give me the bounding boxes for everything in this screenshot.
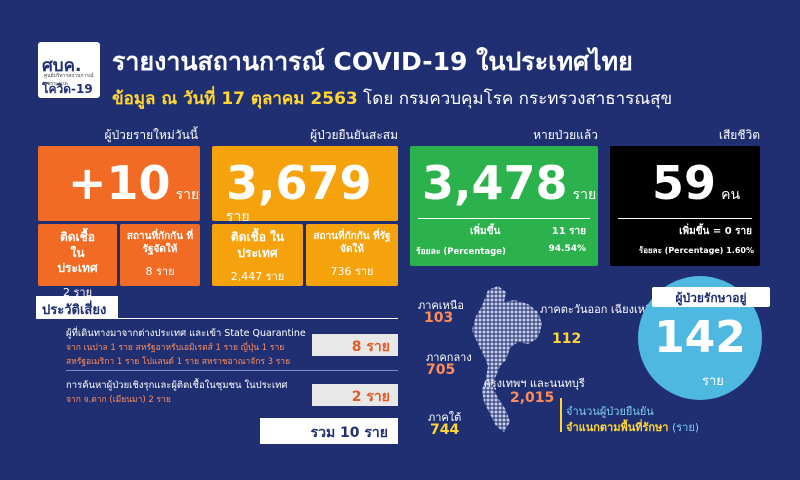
deaths-pct-text: ร้อยละ (Percentage) 1.60% bbox=[638, 246, 754, 255]
total-local-value: 2,447 ราย bbox=[230, 270, 285, 284]
total-cases-value: 3,679 bbox=[226, 156, 372, 210]
thailand-map bbox=[472, 286, 542, 432]
region-south-label: ภาคใต้ bbox=[428, 411, 462, 424]
risk-row-1-detail-2: สหรัฐอเมริกา 1 ราย โปแลนด์ 1 ราย สหราชอา… bbox=[66, 357, 291, 367]
region-north-value: 103 bbox=[424, 310, 454, 326]
risk-divider bbox=[36, 318, 398, 319]
region-central-value: 705 bbox=[426, 362, 456, 378]
risk-row-2-value: 2 ราย bbox=[312, 384, 398, 406]
new-local-label: ติดเชื้อ ในประเทศ bbox=[57, 230, 98, 276]
dcsa-logo: ศบค. ศูนย์บริหารสถานการณ์แพร่ระบาด โควิด… bbox=[38, 42, 100, 98]
total-cases-card: 3,679 ราย bbox=[212, 146, 398, 225]
recovered-divider bbox=[418, 218, 590, 219]
new-cases-label: ผู้ป่วยรายใหม่วันนี้ bbox=[104, 128, 198, 142]
risk-row-divider bbox=[66, 370, 398, 371]
risk-row-2-detail-1: จาก จ.ตาก (เมียนมา) 2 ราย bbox=[66, 395, 171, 405]
total-quarantine-label: สถานที่กักกัน ที่รัฐจัดให้ bbox=[313, 231, 391, 255]
page-subtitle: ข้อมูล ณ วันที่ 17 ตุลาคม 2563 โดย กรมคว… bbox=[112, 85, 672, 112]
new-cases-card: +10 ราย bbox=[38, 146, 200, 221]
new-cases-value: +10 bbox=[68, 156, 171, 210]
region-north-label: ภาคเหนือ bbox=[418, 299, 464, 312]
logo-text: ศบค. bbox=[42, 56, 82, 76]
recovered-label: หายป่วยแล้ว bbox=[533, 128, 598, 142]
recovered-card: 3,478 ราย เพิ่มขึ้น 11 ราย ร้อยละ (Perce… bbox=[410, 146, 598, 266]
new-quarantine-card: สถานที่กักกัน ที่รัฐจัดให้ 8 ราย bbox=[120, 224, 200, 286]
recovered-unit: ราย bbox=[572, 187, 597, 203]
note-unit: (ราย) bbox=[671, 421, 700, 434]
deaths-inc-text: เพิ่มขึ้น = 0 ราย bbox=[679, 226, 752, 237]
note-line-2: จำแนกตามพื้นที่รักษา (ราย) bbox=[566, 418, 699, 436]
risk-total: รวม 10 ราย bbox=[260, 418, 398, 444]
treating-label: ผู้ป่วยรักษาอยู่ bbox=[652, 287, 770, 307]
treating-value: 142 bbox=[654, 312, 746, 363]
risk-row-1-text: ผู้ที่เดินทางมาจากต่างประเทศ และเข้า Sta… bbox=[66, 328, 306, 339]
logo-small-text: ศูนย์บริหารสถานการณ์แพร่ระบาด bbox=[44, 73, 94, 87]
treating-unit: ราย bbox=[702, 374, 724, 389]
risk-title: ประวัติเสี่ยง bbox=[36, 296, 118, 318]
page-title: รายงานสถานการณ์ COVID-19 ในประเทศไทย bbox=[112, 47, 633, 76]
region-northeast-label: ภาคตะวันออก เฉียงเหนือ bbox=[540, 303, 660, 316]
recovered-value: 3,478 bbox=[422, 156, 568, 210]
deaths-divider bbox=[618, 218, 752, 219]
total-cases-unit: ราย bbox=[226, 209, 250, 225]
recovered-pct-label: ร้อยละ (Percentage) bbox=[416, 247, 506, 257]
total-quarantine-value: 736 ราย bbox=[330, 265, 374, 278]
subtitle-date: ข้อมูล ณ วันที่ 17 ตุลาคม 2563 bbox=[112, 89, 358, 109]
deaths-value: 59 bbox=[652, 156, 717, 210]
region-central-label: ภาคกลาง bbox=[426, 351, 472, 364]
risk-row-2-text: การค้นหาผู้ป่วยเชิงรุกและผู้ติดเชื้อในชุ… bbox=[66, 380, 288, 391]
note-bar bbox=[560, 398, 562, 432]
recovered-inc-label: เพิ่มขึ้น bbox=[470, 226, 501, 237]
note-line-2-bold: จำแนกตามพื้นที่รักษา bbox=[566, 421, 669, 434]
total-quarantine-card: สถานที่กักกัน ที่รัฐจัดให้ 736 ราย bbox=[306, 224, 398, 286]
recovered-pct-value: 94.54% bbox=[548, 244, 587, 254]
new-local-value: 2 ราย bbox=[62, 285, 93, 299]
risk-row-1-value: 8 ราย bbox=[312, 334, 398, 356]
deaths-unit: คน bbox=[721, 187, 741, 203]
new-quarantine-label: สถานที่กักกัน ที่รัฐจัดให้ bbox=[126, 231, 194, 255]
total-local-card: ติดเชื้อ ในประเทศ 2,447 ราย bbox=[212, 224, 303, 286]
new-quarantine-value: 8 ราย bbox=[145, 265, 175, 278]
recovered-inc-value: 11 ราย bbox=[551, 226, 586, 237]
region-bangkok-label: กรุงเทพฯ และนนทบุรี bbox=[484, 377, 585, 390]
note-line-1: จำนวนผู้ป่วยยืนยัน bbox=[566, 405, 654, 418]
total-cases-label: ผู้ป่วยยืนยันสะสม bbox=[310, 128, 398, 142]
logo-sub-text: โควิด-19 bbox=[42, 82, 93, 96]
new-cases-unit: ราย bbox=[175, 187, 200, 203]
region-south-value: 744 bbox=[430, 422, 460, 438]
deaths-card: 59 คน เพิ่มขึ้น = 0 ราย ร้อยละ (Percenta… bbox=[610, 146, 760, 266]
deaths-label: เสียชีวิต bbox=[718, 128, 760, 142]
total-local-label: ติดเชื้อ ในประเทศ bbox=[230, 230, 285, 260]
new-local-card: ติดเชื้อ ในประเทศ 2 ราย bbox=[38, 224, 117, 299]
region-northeast-value: 112 bbox=[552, 331, 582, 347]
subtitle-source: โดย กรมควบคุมโรค กระทรวงสาธารณสุข bbox=[363, 89, 673, 109]
region-bangkok-value: 2,015 bbox=[510, 390, 555, 406]
risk-row-1-detail-1: จาก เนปาล 1 ราย สหรัฐอาหรับเอมิเรตส์ 1 ร… bbox=[66, 343, 285, 353]
